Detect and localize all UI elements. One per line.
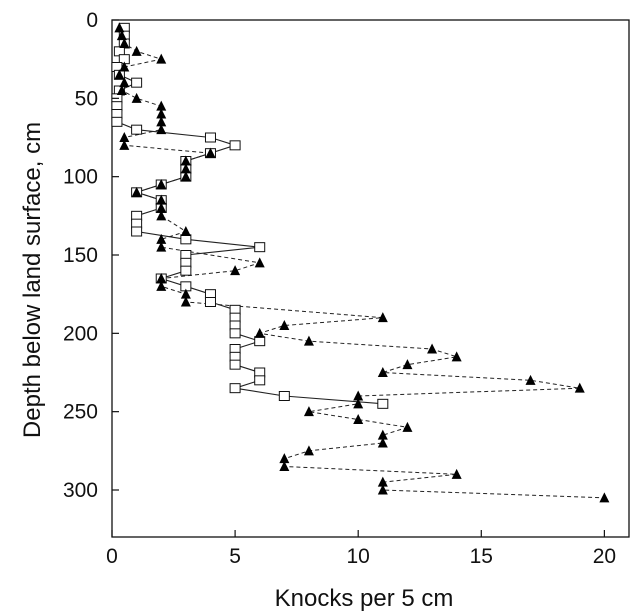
triangle-marker — [156, 53, 167, 64]
triangle-marker — [119, 61, 130, 72]
triangle-marker — [156, 194, 167, 205]
triangle-marker — [303, 445, 314, 456]
square-marker — [180, 234, 192, 245]
triangle-marker — [156, 210, 167, 221]
square-marker — [131, 226, 143, 237]
square-marker — [204, 132, 216, 143]
triangle-marker — [114, 22, 125, 33]
y-axis-label: Depth below land surface, cm — [19, 122, 46, 438]
triangle-marker — [119, 139, 130, 150]
triangle-marker — [180, 163, 191, 174]
triangle-marker — [353, 414, 364, 424]
triangle-marker — [574, 382, 585, 393]
triangle-marker — [156, 179, 167, 189]
triangle-marker — [119, 38, 130, 48]
triangle-marker — [377, 429, 388, 440]
triangle-marker — [156, 116, 167, 127]
triangle-marker — [377, 484, 388, 495]
square-marker — [254, 336, 266, 347]
triangle-marker — [451, 468, 462, 479]
triangle-marker — [131, 45, 142, 56]
triangle-marker — [254, 257, 265, 268]
triangle-marker — [119, 132, 130, 142]
square-marker — [204, 297, 216, 307]
x-tick-label: 10 — [347, 545, 370, 568]
triangle-marker — [180, 171, 191, 182]
triangle-marker — [303, 406, 314, 417]
triangle-marker — [377, 437, 388, 448]
triangle-marker — [402, 421, 413, 432]
triangle-marker — [377, 312, 388, 323]
triangle-marker — [119, 77, 130, 88]
y-tick-label: 0 — [86, 9, 98, 32]
triangle-marker — [180, 288, 191, 299]
square-marker — [229, 328, 241, 339]
x-axis-label: Knocks per 5 cm — [275, 585, 454, 612]
triangle-marker — [525, 374, 536, 385]
triangle-marker — [156, 233, 167, 244]
triangle-marker — [279, 461, 290, 471]
triangle-marker — [230, 265, 241, 276]
triangle-marker — [377, 367, 388, 377]
square-marker — [131, 124, 143, 135]
triangle-marker — [205, 147, 216, 158]
square-marker — [111, 116, 123, 127]
triangle-marker — [156, 202, 167, 213]
y-tick-label: 200 — [63, 322, 98, 345]
x-tick-label: 15 — [470, 545, 493, 568]
y-tick-label: 150 — [63, 244, 98, 267]
triangle-marker — [156, 241, 167, 252]
triangle-marker — [114, 69, 125, 80]
triangle-marker — [427, 343, 438, 354]
series-layer — [111, 22, 610, 503]
y-tick-label: 250 — [63, 401, 98, 424]
triangle-marker — [180, 155, 191, 166]
triangle-marker — [353, 390, 364, 401]
triangle-marker — [451, 351, 462, 362]
triangle-marker — [402, 359, 413, 370]
square-marker — [229, 383, 241, 394]
triangle-marker — [279, 320, 290, 330]
x-tick-label: 20 — [593, 545, 616, 568]
square-marker — [131, 77, 143, 88]
y-tick-label: 50 — [75, 87, 98, 110]
square-marker — [254, 242, 266, 253]
triangle-marker — [353, 398, 364, 409]
plot-frame — [111, 19, 630, 538]
triangle-marker — [131, 186, 142, 197]
triangle-marker — [180, 226, 191, 236]
triangle-marker — [599, 492, 610, 503]
y-tick-label: 100 — [63, 166, 98, 189]
triangle-marker — [116, 85, 127, 95]
square-marker — [180, 265, 192, 276]
triangle-marker — [254, 327, 265, 338]
square-marker — [278, 391, 290, 401]
square-marker — [254, 375, 266, 386]
triangle-marker — [303, 335, 314, 346]
square-series-line — [116, 27, 383, 405]
triangle-marker — [116, 30, 127, 41]
triangle-marker — [156, 280, 167, 291]
x-tick-label: 5 — [229, 545, 241, 568]
square-marker — [377, 398, 389, 409]
square-marker — [229, 140, 241, 151]
triangle-marker — [279, 453, 290, 464]
triangle-marker — [156, 273, 167, 283]
triangle-marker — [156, 108, 167, 119]
triangle-marker — [156, 124, 167, 135]
y-tick-label: 300 — [63, 479, 98, 502]
x-tick-label: 0 — [106, 545, 118, 568]
triangle-series-line — [118, 27, 605, 499]
triangle-marker — [156, 100, 167, 111]
square-marker — [229, 359, 241, 370]
triangle-marker — [377, 476, 388, 487]
triangle-marker — [180, 296, 191, 307]
triangle-marker — [131, 92, 142, 103]
